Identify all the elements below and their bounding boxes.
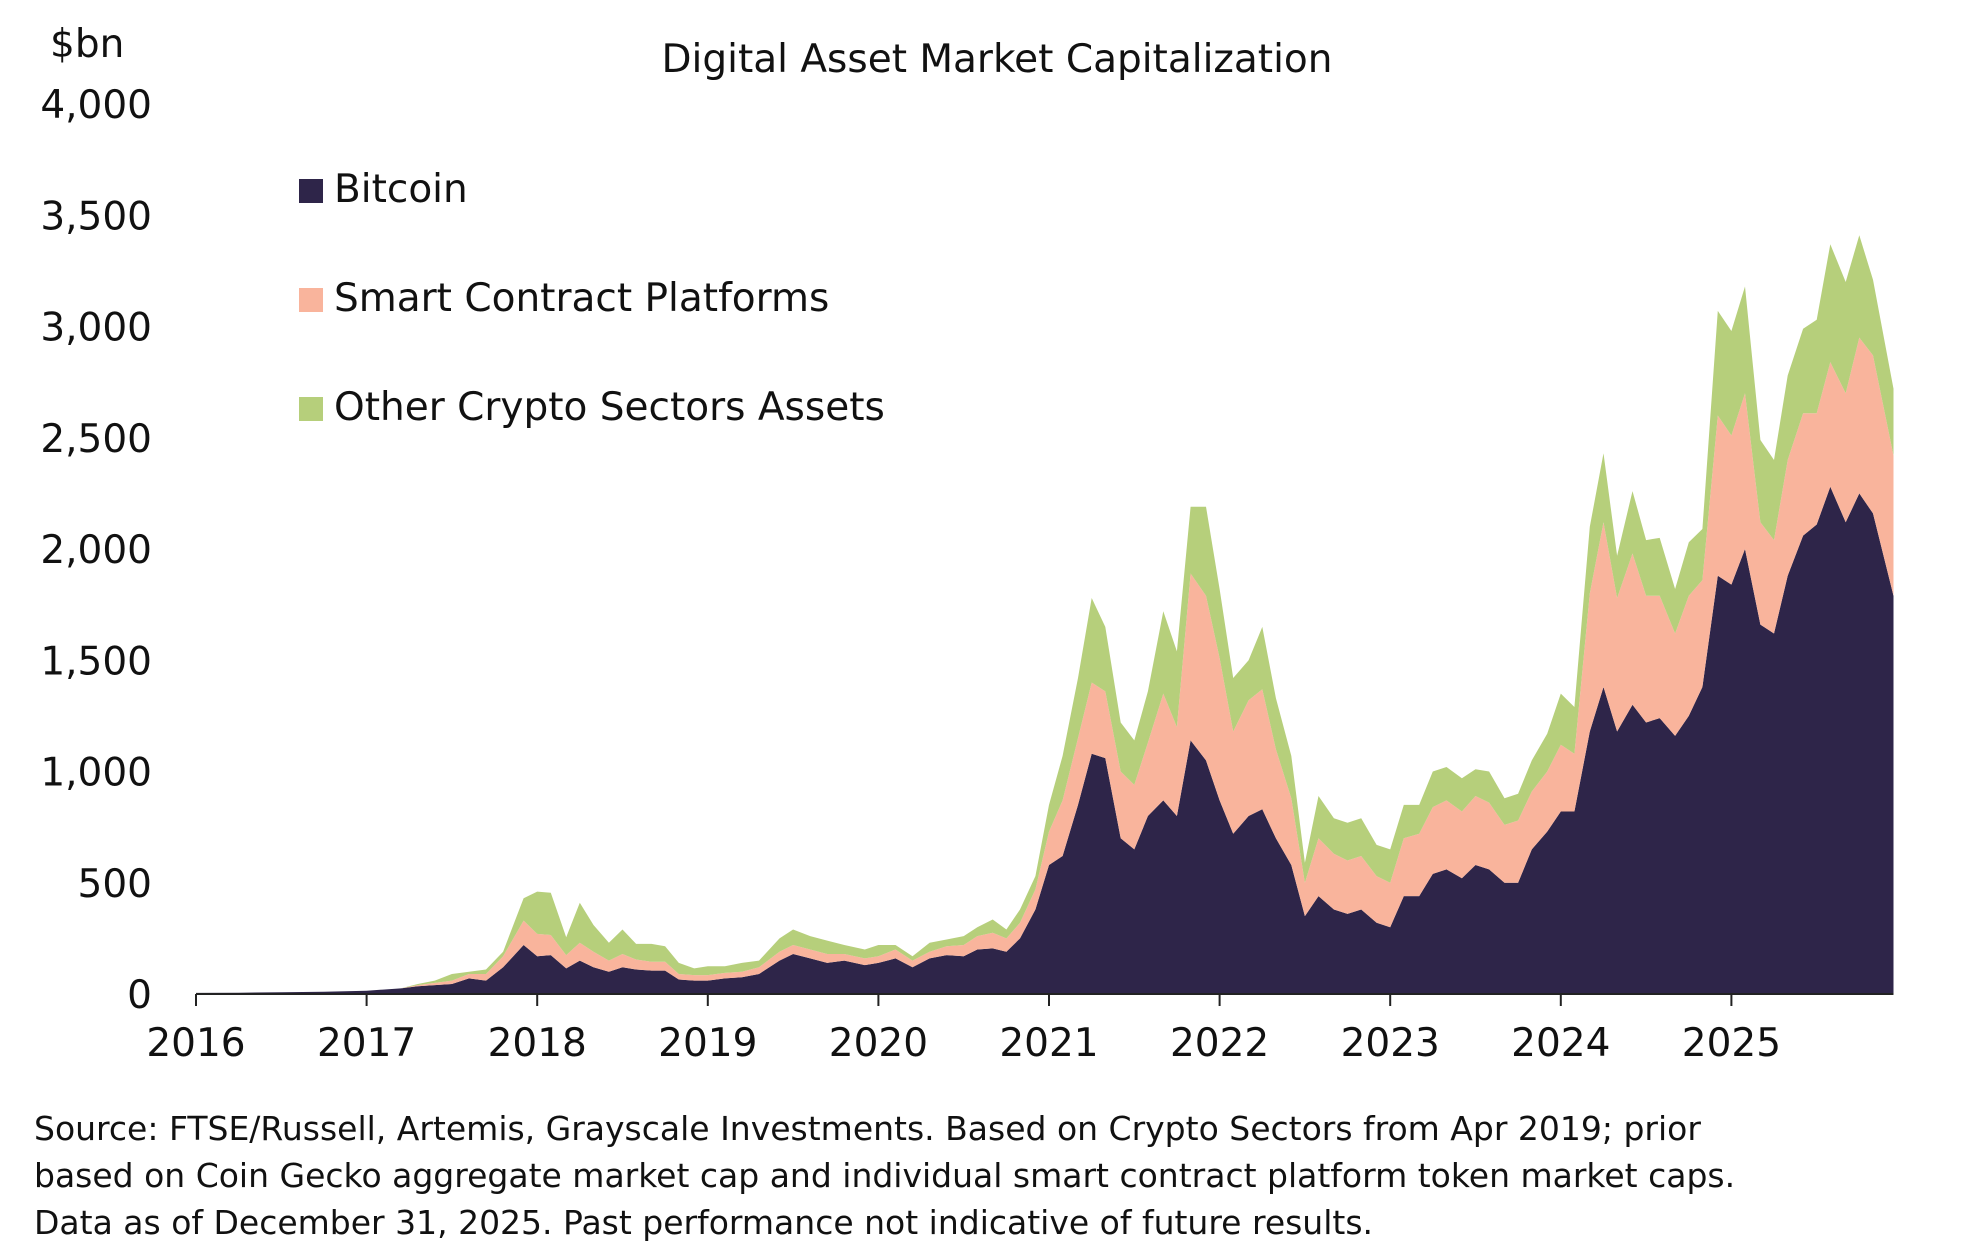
- source-line-2: based on Coin Gecko aggregate market cap…: [34, 1156, 1736, 1195]
- y-tick-label: 1,000: [40, 751, 152, 796]
- y-tick-label: 0: [127, 973, 152, 1018]
- source-note: Source: FTSE/Russell, Artemis, Grayscale…: [34, 1105, 1954, 1246]
- source-line-1: Source: FTSE/Russell, Artemis, Grayscale…: [34, 1109, 1701, 1148]
- y-tick-label: 3,500: [40, 194, 152, 239]
- chart-title: Digital Asset Market Capitalization: [662, 37, 1333, 82]
- area-series-1: [196, 486, 1894, 994]
- area-series-3: [196, 235, 1894, 993]
- area-series-2: [196, 337, 1894, 993]
- market-cap-chart: 2016 2017 2018 2019 2020 2021 2022 2023 2024 2025…: [40, 22, 1894, 1066]
- y-tick-label: 2,500: [40, 417, 152, 462]
- legend-swatch-2: [299, 288, 323, 312]
- x-tick-label: 2020: [829, 1021, 928, 1066]
- source-line-3: Data as of December 31, 2025. Past perfo…: [34, 1203, 1374, 1242]
- stacked-area-series: [196, 235, 1894, 994]
- x-tick-label: 2024: [1511, 1021, 1610, 1066]
- legend-label-2: Smart Contract Platforms: [334, 276, 829, 321]
- y-tick-label: 1,500: [40, 639, 152, 684]
- y-tick-label: 500: [78, 862, 152, 907]
- legend-swatch-1: [299, 179, 323, 203]
- x-axis-ticks: 2016 2017 2018 2019 2020 2021 2022 2023 2024 2025: [146, 994, 1781, 1066]
- y-axis-unit-label: $bn: [50, 22, 124, 67]
- legend: Bitcoin Smart Contract Platforms Other Cry…: [299, 167, 885, 430]
- x-tick-label: 2022: [1170, 1021, 1269, 1066]
- legend-label-3: Other Crypto Sectors Assets: [334, 385, 885, 430]
- x-tick-label: 2023: [1341, 1021, 1440, 1066]
- y-tick-label: 2,000: [40, 528, 152, 573]
- x-tick-label: 2018: [488, 1021, 587, 1066]
- legend-swatch-3: [299, 397, 323, 421]
- x-tick-label: 2017: [317, 1021, 416, 1066]
- legend-label-1: Bitcoin: [334, 167, 468, 212]
- x-tick-label: 2016: [146, 1021, 245, 1066]
- x-tick-label: 2019: [658, 1021, 757, 1066]
- x-tick-label: 2021: [999, 1021, 1098, 1066]
- y-tick-label: 3,000: [40, 306, 152, 351]
- x-tick-label: 2025: [1682, 1021, 1781, 1066]
- y-tick-label: 4,000: [40, 83, 152, 128]
- y-axis-ticks: 0 500 1,000 1,500 2,000 2,500 3,000 3,500 4,000: [40, 83, 152, 1018]
